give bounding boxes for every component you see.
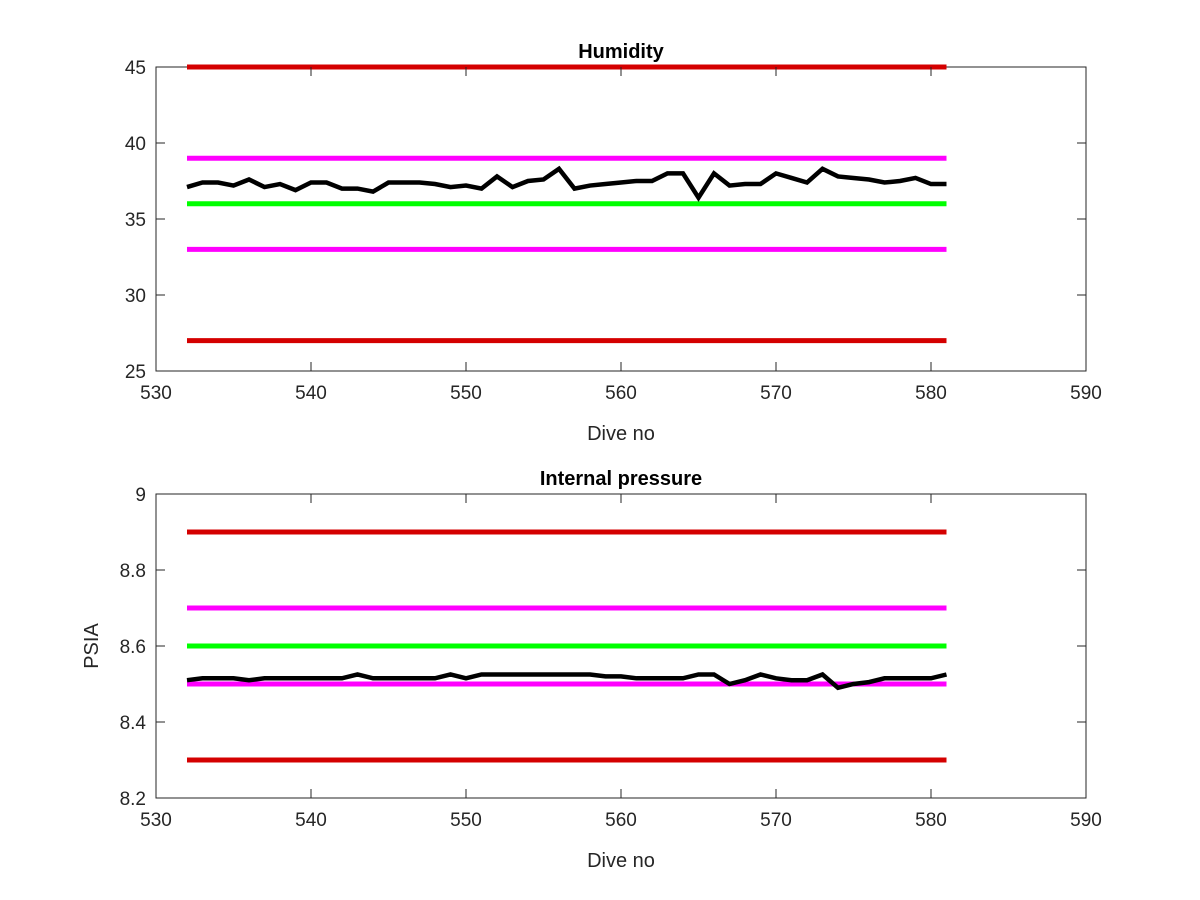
pressure-x-axis-label: Dive no	[587, 850, 655, 872]
humidity-x-tick-label: 580	[915, 383, 947, 404]
humidity-reference-lines	[187, 64, 947, 344]
pressure-series	[186, 671, 948, 691]
humidity-y-tick-label: 40	[125, 134, 146, 155]
pressure-x-ticks: 530 540 550 560 570 580 590	[140, 494, 1102, 831]
humidity-x-axis-label: Dive no	[587, 423, 655, 445]
pressure-y-tick-label: 8.2	[120, 789, 146, 810]
pressure-y-ticks: 8.2 8.4 8.6 8.8 9	[120, 485, 1086, 810]
humidity-plot: 530 540 550 560 570 580 590 25 30 35 40 45 Humidit…	[125, 41, 1102, 445]
humidity-y-tick-label: 45	[125, 58, 146, 79]
humidity-x-tick-label: 560	[605, 383, 637, 404]
pressure-y-axis-label: PSIA	[81, 623, 103, 669]
pressure-x-tick-label: 580	[915, 810, 947, 831]
pressure-y-tick-label: 8.6	[120, 637, 146, 658]
humidity-x-tick-label: 530	[140, 383, 172, 404]
pressure-x-tick-label: 560	[605, 810, 637, 831]
humidity-axes-box	[155, 66, 1087, 372]
humidity-title: Humidity	[578, 41, 664, 63]
humidity-y-tick-label: 35	[125, 210, 146, 231]
humidity-x-tick-label: 550	[450, 383, 482, 404]
humidity-y-ticks: 25 30 35 40 45	[125, 58, 1086, 383]
humidity-series	[186, 165, 947, 202]
humidity-x-tick-label: 570	[760, 383, 792, 404]
humidity-y-tick-label: 25	[125, 362, 146, 383]
internal-pressure-plot: 530 540 550 560 570 580 590 8.2 8.4 8.6 8.8 9 Inte…	[81, 468, 1102, 872]
pressure-x-tick-label: 530	[140, 810, 172, 831]
humidity-x-ticks: 530 540 550 560 570 580 590	[140, 67, 1102, 404]
humidity-x-tick-label: 590	[1070, 383, 1102, 404]
pressure-x-tick-label: 590	[1070, 810, 1102, 831]
humidity-x-tick-label: 540	[295, 383, 327, 404]
pressure-title: Internal pressure	[540, 468, 702, 490]
humidity-y-tick-label: 30	[125, 286, 146, 307]
pressure-y-tick-label: 8.8	[120, 561, 146, 582]
pressure-y-tick-label: 8.4	[120, 713, 147, 734]
pressure-x-tick-label: 570	[760, 810, 792, 831]
pressure-x-tick-label: 550	[450, 810, 482, 831]
humidity-data-line-0	[186, 165, 947, 202]
pressure-y-tick-label: 9	[135, 485, 146, 506]
pressure-reference-lines	[187, 529, 947, 763]
pressure-x-tick-label: 540	[295, 810, 327, 831]
pressure-data-line-0	[186, 671, 948, 691]
